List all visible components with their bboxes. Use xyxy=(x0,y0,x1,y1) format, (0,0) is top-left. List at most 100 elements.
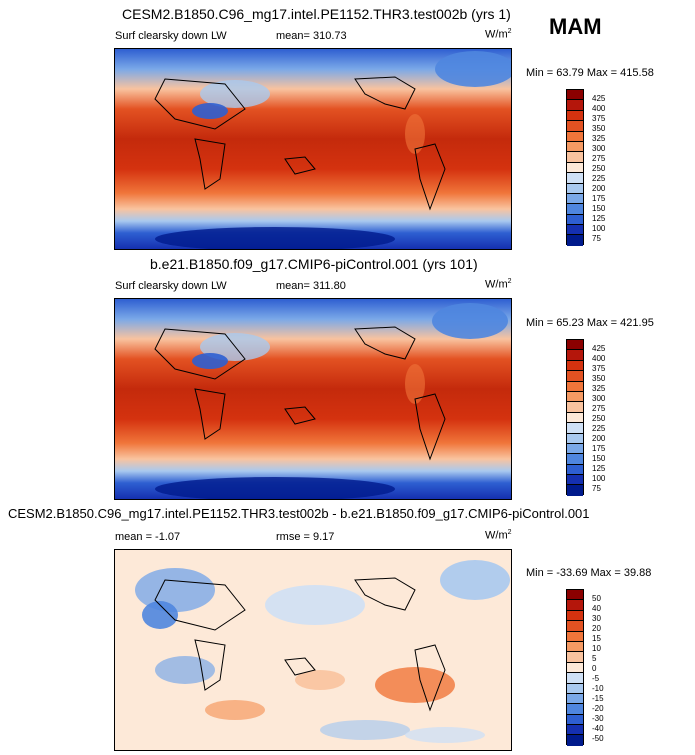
panel-1-colorbar-label: 350 xyxy=(592,124,606,133)
panel-3-colorbar-label: 30 xyxy=(592,614,601,623)
panel-1-colorbar-swatch xyxy=(567,141,583,153)
panel-3-title: CESM2.B1850.C96_mg17.intel.PE1152.THR3.t… xyxy=(8,506,590,521)
panel-3-colorbar-swatch xyxy=(567,735,583,746)
panel-2-colorbar-label: 125 xyxy=(592,464,606,473)
panel-3-colorbar-swatch xyxy=(567,673,583,684)
panel-3-colorbar-swatch xyxy=(567,600,583,611)
panel-1-colorbar-swatch xyxy=(567,214,583,226)
panel-2-colorbar-swatch xyxy=(567,371,583,382)
panel-1-colorbar-swatch xyxy=(567,173,583,184)
panel-2-minmax: Min = 65.23 Max = 421.95 xyxy=(526,317,654,329)
panel-2-colorbar-swatch xyxy=(567,391,583,403)
panel-1-variable-label: Surf clearsky down LW xyxy=(115,30,227,42)
panel-3-colorbar-swatch xyxy=(567,590,583,601)
panel-2-colorbar-swatch xyxy=(567,485,583,496)
panel-2-colorbar-swatch xyxy=(567,402,583,413)
panel-3-colorbar-label: -15 xyxy=(592,694,604,703)
panel-3-colorbar-label: -20 xyxy=(592,704,604,713)
panel-3-rmse-label: rmse = 9.17 xyxy=(276,531,335,543)
panel-3-colorbar-swatch xyxy=(567,662,583,674)
panel-1-colorbar-swatch xyxy=(567,90,583,101)
panel-2-colorbar-swatch xyxy=(567,454,583,465)
panel-2-colorbar-label: 150 xyxy=(592,454,606,463)
panel-1-colorbar-swatch xyxy=(567,204,583,215)
panel-1-colorbar-label: 300 xyxy=(592,144,606,153)
panel-3-units: W/m2 xyxy=(485,529,512,542)
panel-1-colorbar-label: 325 xyxy=(592,134,606,143)
panel-1-colorbar xyxy=(566,89,584,246)
panel-2-colorbar-swatch xyxy=(567,340,583,351)
panel-3-colorbar-swatch xyxy=(567,652,583,663)
panel-3-map xyxy=(114,549,512,751)
panel-2-colorbar-label: 300 xyxy=(592,394,606,403)
panel-2-colorbar-label: 250 xyxy=(592,414,606,423)
panel-3-colorbar-label: -10 xyxy=(592,684,604,693)
panel-2-colorbar-label: 175 xyxy=(592,444,606,453)
panel-1-colorbar-label: 225 xyxy=(592,174,606,183)
panel-1-colorbar-label: 400 xyxy=(592,104,606,113)
panel-3-colorbar-swatch xyxy=(567,714,583,726)
panel-1-colorbar-label: 200 xyxy=(592,184,606,193)
panel-2-colorbar-label: 400 xyxy=(592,354,606,363)
panel-3-colorbar-swatch xyxy=(567,704,583,715)
panel-2-colorbar-label: 375 xyxy=(592,364,606,373)
panel-3-minmax: Min = -33.69 Max = 39.88 xyxy=(526,567,652,579)
panel-2-units: W/m2 xyxy=(485,278,512,291)
panel-3-colorbar-swatch xyxy=(567,641,583,653)
panel-1-minmax: Min = 63.79 Max = 415.58 xyxy=(526,67,654,79)
panel-3-colorbar-swatch xyxy=(567,631,583,642)
panel-2-colorbar xyxy=(566,339,584,496)
panel-2-colorbar-swatch xyxy=(567,443,583,455)
panel-3-colorbar-label: 50 xyxy=(592,594,601,603)
panel-3-colorbar-label: -50 xyxy=(592,734,604,743)
panel-3-colorbar-label: 5 xyxy=(592,654,597,663)
panel-1-colorbar-swatch xyxy=(567,131,583,142)
panel-2-map-svg xyxy=(115,299,511,499)
panel-2-colorbar-swatch xyxy=(567,423,583,434)
panel-3-colorbar-label: 10 xyxy=(592,644,601,653)
panel-3-colorbar xyxy=(566,589,584,746)
panel-1-colorbar-label: 100 xyxy=(592,224,606,233)
panel-1-colorbar-swatch xyxy=(567,162,583,174)
panel-2-colorbar-swatch xyxy=(567,433,583,444)
panel-3-colorbar-swatch xyxy=(567,621,583,632)
panel-1-colorbar-swatch xyxy=(567,235,583,246)
panel-2-map xyxy=(114,298,512,500)
panel-2-mean-label: mean= 311.80 xyxy=(276,280,346,292)
panel-1-title: CESM2.B1850.C96_mg17.intel.PE1152.THR3.t… xyxy=(122,6,511,22)
panel-1-colorbar-label: 275 xyxy=(592,154,606,163)
panel-2-colorbar-swatch xyxy=(567,464,583,476)
panel-2-colorbar-label: 275 xyxy=(592,404,606,413)
panel-3-colorbar-label: -5 xyxy=(592,674,600,683)
panel-1-colorbar-label: 75 xyxy=(592,234,601,243)
season-label: MAM xyxy=(549,14,602,39)
panel-3-colorbar-label: -30 xyxy=(592,714,604,723)
panel-3-colorbar-swatch xyxy=(567,693,583,705)
panel-2-title: b.e21.B1850.f09_g17.CMIP6-piControl.001 … xyxy=(150,256,478,272)
panel-3-map-svg xyxy=(115,550,511,750)
panel-2-colorbar-swatch xyxy=(567,475,583,486)
panel-2-variable-label: Surf clearsky down LW xyxy=(115,280,227,292)
panel-1-colorbar-swatch xyxy=(567,110,583,122)
panel-2-colorbar-swatch xyxy=(567,412,583,424)
panel-3-colorbar-swatch xyxy=(567,683,583,694)
panel-1-colorbar-swatch xyxy=(567,121,583,132)
panel-3-colorbar-label: 40 xyxy=(592,604,601,613)
panel-3-mean-label: mean = -1.07 xyxy=(115,531,181,543)
panel-3-colorbar-label: 15 xyxy=(592,634,601,643)
panel-1-units: W/m2 xyxy=(485,28,512,41)
panel-1-map xyxy=(114,48,512,250)
panel-1-colorbar-label: 375 xyxy=(592,114,606,123)
panel-3-colorbar-label: 20 xyxy=(592,624,601,633)
panel-2-colorbar-label: 225 xyxy=(592,424,606,433)
panel-2-colorbar-swatch xyxy=(567,360,583,372)
panel-3-colorbar-label: 0 xyxy=(592,664,597,673)
panel-2-colorbar-label: 425 xyxy=(592,344,606,353)
panel-1-colorbar-label: 425 xyxy=(592,94,606,103)
panel-2-colorbar-label: 100 xyxy=(592,474,606,483)
panel-1-mean-label: mean= 310.73 xyxy=(276,30,347,42)
panel-2-colorbar-label: 325 xyxy=(592,384,606,393)
panel-1-colorbar-label: 250 xyxy=(592,164,606,173)
panel-1-colorbar-swatch xyxy=(567,152,583,163)
panel-3-colorbar-label: -40 xyxy=(592,724,604,733)
